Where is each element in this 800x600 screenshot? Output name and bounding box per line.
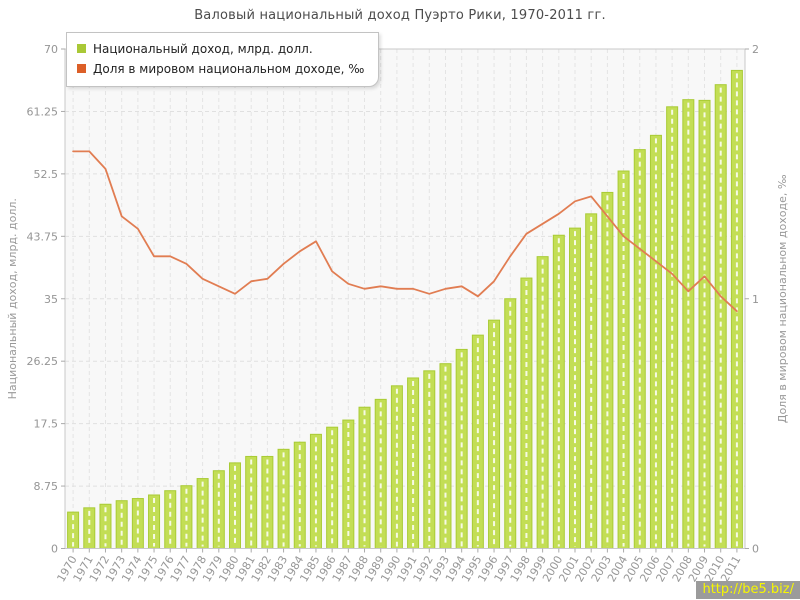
left-tick-label: 43.75 <box>27 230 59 243</box>
legend: Национальный доход, млрд. долл. Доля в м… <box>66 32 380 87</box>
left-axis-title: Национальный доход, млрд. долл. <box>6 198 19 399</box>
left-tick-label: 8.75 <box>34 480 59 493</box>
right-tick-label: 1 <box>752 293 759 306</box>
chart-title: Валовый национальный доход Пуэрто Рики, … <box>194 8 606 23</box>
legend-item-world-share[interactable]: Доля в мировом национальном доходе, ‰ <box>77 59 364 79</box>
left-tick-label: 52.5 <box>34 168 59 181</box>
left-tick-label: 70 <box>44 43 58 56</box>
income-bar[interactable] <box>148 494 161 550</box>
right-tick-label: 0 <box>752 543 759 556</box>
right-axis-title: Доля в мировом национальном доходе, ‰ <box>776 174 789 423</box>
income-bar[interactable] <box>342 419 355 549</box>
left-tick-label: 61.25 <box>27 105 59 118</box>
legend-item-national-income[interactable]: Национальный доход, млрд. долл. <box>77 39 364 59</box>
income-series-swatch-icon <box>77 44 86 53</box>
legend-label-world-share: Доля в мировом национальном доходе, ‰ <box>93 62 365 77</box>
left-tick-label: 17.5 <box>34 418 59 431</box>
left-tick-label: 35 <box>44 293 58 306</box>
right-tick-label: 2 <box>752 43 759 56</box>
left-tick-label: 0 <box>51 543 58 556</box>
share-series-swatch-icon <box>77 64 86 74</box>
left-tick-label: 26.25 <box>27 355 59 368</box>
watermark-link[interactable]: http://be5.biz/ <box>696 581 800 599</box>
share-line[interactable] <box>72 150 738 313</box>
legend-label-national-income: Национальный доход, млрд. долл. <box>93 42 313 56</box>
